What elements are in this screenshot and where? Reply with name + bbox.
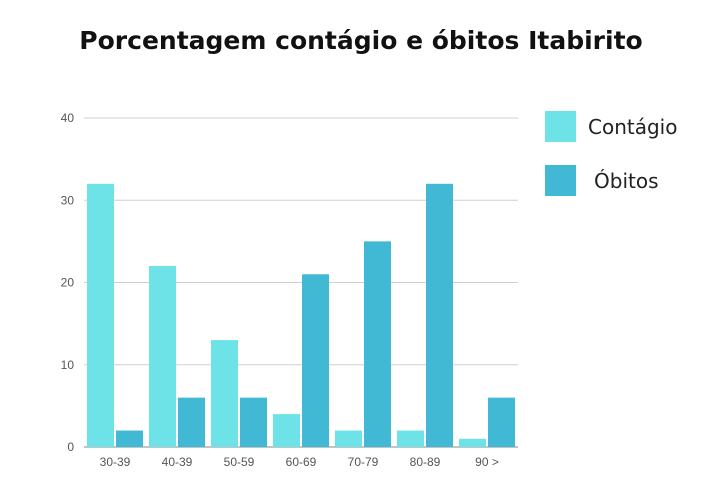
bars <box>87 183 515 448</box>
y-tick-label: 10 <box>61 358 75 372</box>
bar-obitos <box>426 183 453 448</box>
y-tick-label: 20 <box>61 276 75 290</box>
bar-contagio <box>149 266 176 447</box>
x-tick-label: 30-39 <box>100 455 131 469</box>
bar-obitos <box>240 397 267 447</box>
x-tick-label: 70-79 <box>348 455 379 469</box>
y-tick-label: 40 <box>61 111 75 125</box>
bar-contagio <box>397 430 424 447</box>
legend-label: Contágio <box>588 115 677 139</box>
y-axis-ticks: 0 10 20 30 40 <box>61 111 75 454</box>
x-tick-label: 50-59 <box>224 455 255 469</box>
x-tick-label: 90 > <box>475 455 499 469</box>
legend-label: Óbitos <box>594 169 659 193</box>
bar-contagio <box>335 430 362 447</box>
bar-contagio <box>459 438 486 447</box>
bar-obitos <box>116 430 143 447</box>
x-tick-label: 60-69 <box>286 455 317 469</box>
legend-swatch <box>545 111 576 142</box>
legend: Contágio Óbitos <box>545 111 677 196</box>
bar-contagio <box>273 414 300 447</box>
bar-contagio <box>87 183 114 448</box>
y-tick-label: 30 <box>61 193 75 207</box>
x-axis-ticks: 30-39 40-39 50-59 60-69 70-79 80-89 90 > <box>100 455 499 469</box>
bar-obitos <box>488 397 515 447</box>
chart-title: Porcentagem contágio e óbitos Itabirito <box>79 26 643 55</box>
legend-swatch <box>545 165 576 196</box>
bar-obitos <box>178 397 205 447</box>
x-tick-label: 80-89 <box>410 455 441 469</box>
bar-obitos <box>364 241 391 447</box>
bar-contagio <box>211 340 238 447</box>
x-tick-label: 40-39 <box>162 455 193 469</box>
y-tick-label: 0 <box>67 440 74 454</box>
bar-obitos <box>302 274 329 447</box>
